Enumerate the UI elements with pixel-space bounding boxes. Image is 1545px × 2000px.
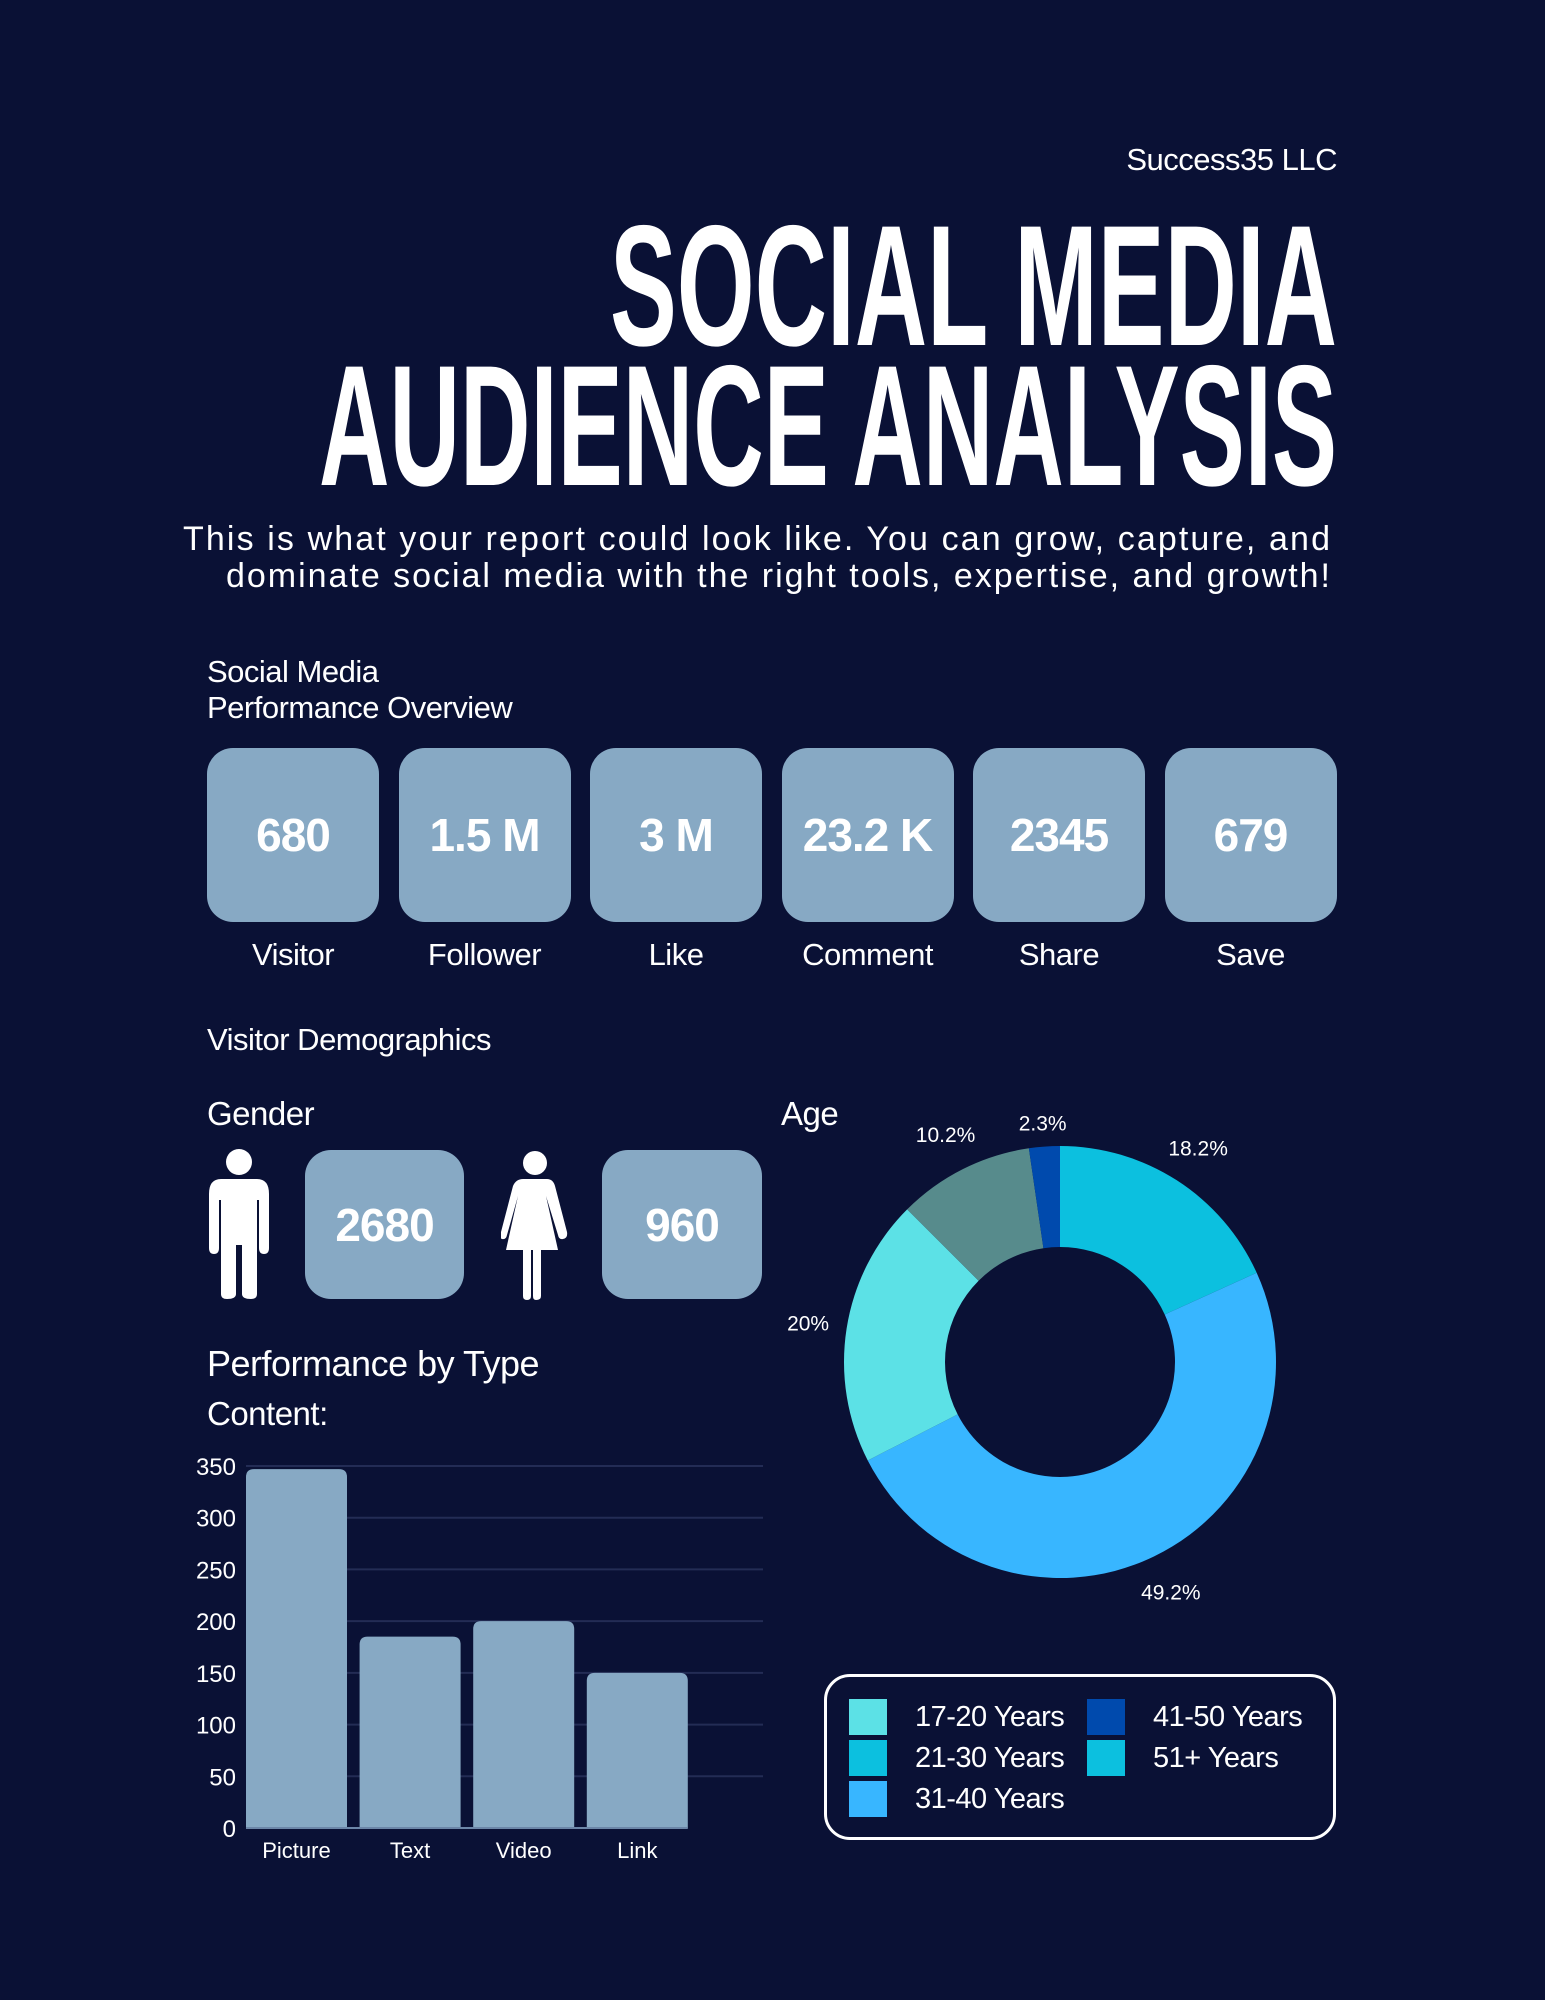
y-tick-label: 300 [196,1506,236,1533]
y-tick-label: 50 [209,1764,236,1791]
legend-item: 31-40 Years [849,1781,1065,1817]
legend-swatch [849,1699,887,1735]
legend-label: 51+ Years [1153,1741,1279,1774]
content-label: Content: [207,1395,328,1432]
bar-picture [246,1469,347,1828]
subtitle-line-2: dominate social media with the right too… [226,557,1330,595]
legend-swatch [849,1781,887,1817]
gender-label: Gender [207,1095,315,1132]
legend-item: 17-20 Years [849,1699,1065,1735]
legend-label: 41-50 Years [1153,1700,1303,1733]
legend-item: 51+ Years [1087,1740,1279,1776]
stat-card-save: 679 [1164,748,1337,922]
legend-swatch [849,1740,887,1776]
stat-card-follower: 1.5 M [398,748,571,922]
legend-label: 21-30 Years [915,1741,1065,1774]
overview-title-line-2: Performance Overview [207,690,513,725]
stat-card-visitor: 680 [207,748,379,922]
company-name: Success35 LLC [1126,142,1337,177]
y-tick-label: 0 [223,1816,236,1843]
stat-label: Like [648,937,704,972]
age-label: Age [781,1095,839,1132]
legend-item: 21-30 Years [849,1740,1065,1776]
title-line-2: AUDIENCE ANALYSIS [319,330,1337,522]
y-tick-label: 150 [196,1661,236,1688]
y-tick-label: 100 [196,1713,236,1740]
x-category-label: Video [496,1838,552,1863]
bar-text [359,1636,461,1828]
title-line-1: SOCIAL MEDIA [610,190,1337,382]
y-tick-label: 350 [196,1454,236,1481]
legend-label: 31-40 Years [915,1782,1065,1815]
stat-label: Follower [427,937,542,972]
male-count-card: 2680 [305,1150,464,1299]
overview-title: Social Media Performance Overview [207,654,513,726]
x-category-label: Picture [262,1838,330,1863]
legend-swatch [1087,1699,1125,1735]
y-tick-label: 250 [196,1557,236,1584]
demographics-title: Visitor Demographics [207,1022,492,1057]
female-count-card: 960 [602,1150,762,1299]
stat-label: Visitor [251,937,335,972]
stat-label: Comment [802,937,933,972]
legend-label: 17-20 Years [915,1700,1065,1733]
legend-item: 41-50 Years [1087,1699,1303,1735]
stat-card-like: 3 M [590,748,762,922]
stat-card-share: 2345 [973,748,1145,922]
stat-card-comment: 23.2 K [781,748,954,922]
header-title-svg: SOCIAL MEDIA AUDIENCE ANALYSIS This is w… [183,190,1337,595]
stat-label: Share [1018,937,1100,972]
bar-video [473,1621,575,1828]
bar-link [586,1672,688,1828]
subtitle-line-1: This is what your report could look like… [183,520,1330,558]
legend-swatch [1087,1740,1125,1776]
female-icon [501,1151,568,1300]
x-category-label: Link [617,1838,658,1863]
performance-title: Performance by Type [207,1343,540,1384]
age-legend: 17-20 Years 21-30 Years 31-40 Years 41-50 Y… [824,1674,1336,1840]
stat-label: Save [1216,937,1285,972]
overview-title-line-1: Social Media [207,654,379,689]
y-tick-label: 200 [196,1609,236,1636]
male-icon [209,1149,269,1299]
x-category-label: Text [390,1838,430,1863]
